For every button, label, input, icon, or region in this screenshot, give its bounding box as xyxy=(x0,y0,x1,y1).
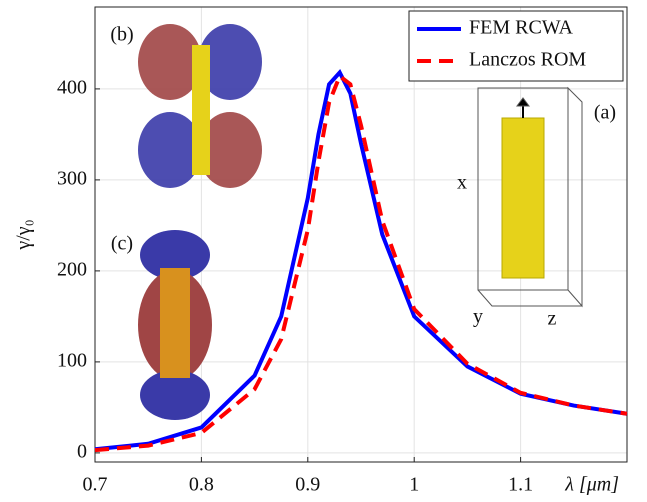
x-tick-label: 0.7 xyxy=(83,474,108,496)
annotation: z xyxy=(548,308,557,330)
annotation: (a) xyxy=(594,102,616,124)
legend-label: FEM RCWA xyxy=(469,17,573,39)
x-tick-label: 0.9 xyxy=(295,474,320,496)
plot-frame xyxy=(94,6,628,463)
y-axis-label: γ/γ₀ xyxy=(13,219,35,250)
inset-b xyxy=(138,24,262,188)
y-tick-label: 300 xyxy=(57,167,87,189)
x-tick-label: 0.8 xyxy=(189,474,214,496)
y-tick-label: 0 xyxy=(77,440,87,462)
x-axis-label: λ [μm] xyxy=(564,474,619,496)
legend-box xyxy=(408,10,624,82)
annotation: (c) xyxy=(111,233,133,255)
data-line xyxy=(94,72,628,453)
y-tick-label: 400 xyxy=(57,76,87,98)
annotation: (b) xyxy=(110,24,133,46)
inset-c xyxy=(138,230,212,420)
legend-label: Lanczos ROM xyxy=(469,49,586,71)
y-tick-label: 200 xyxy=(57,258,87,280)
x-tick-label: 1.1 xyxy=(508,474,533,496)
inset-a xyxy=(477,86,583,308)
annotation: y xyxy=(473,306,483,328)
x-tick-label: 1 xyxy=(409,474,419,496)
annotation: x xyxy=(457,172,467,194)
y-tick-label: 100 xyxy=(57,349,87,371)
